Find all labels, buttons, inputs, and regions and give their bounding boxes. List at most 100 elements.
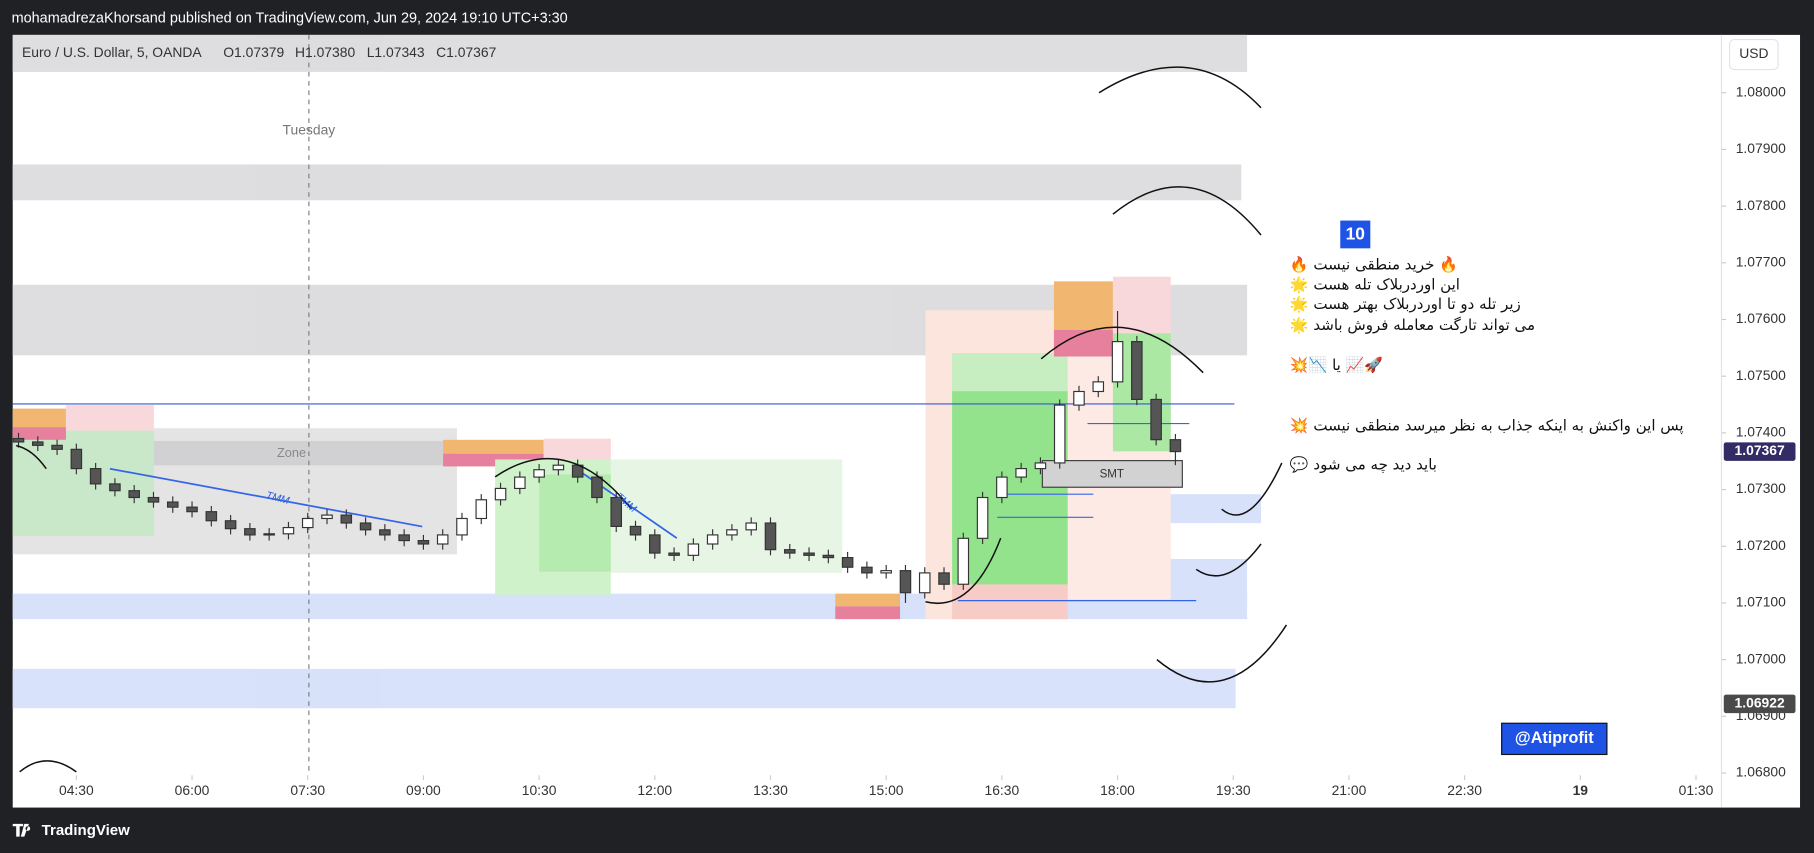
candle-body: [417, 540, 430, 545]
candle-body: [340, 514, 353, 524]
arrow: [1098, 66, 1262, 109]
publisher: mohamadrezaKhorsand published on Trading…: [12, 11, 568, 27]
candle-body: [822, 554, 835, 559]
brand-logo: [12, 823, 31, 837]
handle: @Atiprofit: [1515, 729, 1594, 747]
candle-body: [166, 501, 179, 508]
smt-box: [1041, 460, 1183, 488]
note: می تواند تارگت معامله فروش باشد 🌟: [1290, 316, 1535, 334]
candle-body: [89, 468, 102, 485]
x-tick-label: 09:00: [406, 782, 441, 798]
zone: [12, 668, 1236, 709]
candle-body: [51, 444, 63, 450]
candle-body: [1169, 439, 1182, 453]
candle-body: [12, 437, 25, 443]
candle-body: [205, 511, 218, 522]
candle-body: [301, 517, 314, 529]
footer: [0, 807, 1814, 853]
count-box: [1339, 219, 1372, 250]
handle-box: [1501, 722, 1608, 756]
frame-edge: [1800, 34, 1814, 808]
arrow: [1112, 186, 1262, 236]
x-tick-label: 21:00: [1332, 782, 1367, 798]
y-tick-label: 1.07700: [1736, 253, 1786, 269]
y-tick-label: 1.07300: [1736, 480, 1786, 496]
last-price-label: 1.07367: [1735, 442, 1785, 458]
candle-body: [649, 534, 661, 554]
candle-body: [1150, 398, 1162, 441]
candle-body: [957, 537, 970, 585]
y-tick-label: 1.08000: [1736, 83, 1786, 99]
candle-body: [109, 483, 121, 492]
note: زیر تله دو تا اوردربلاک بهتر هست 🌟: [1290, 295, 1521, 313]
y-tick-label: 1.07500: [1736, 367, 1786, 383]
y-tick-label: 1.07400: [1736, 424, 1786, 440]
zone: [12, 429, 154, 536]
candle-body: [398, 534, 410, 542]
smt-label: SMT: [1100, 469, 1124, 481]
candle-body: [32, 441, 44, 446]
zone: [835, 593, 901, 607]
symbols-note: 🚀📈 یا 📉💥: [1290, 356, 1383, 374]
candle-body: [379, 529, 391, 536]
zone: [12, 34, 1248, 72]
currency: USD: [1739, 45, 1768, 61]
candle-body: [783, 549, 796, 554]
candle-body: [147, 496, 160, 503]
candle-body: [128, 490, 140, 499]
question-note: پس این واکنش به اینکه جذاب به نظر میرسد …: [1290, 416, 1684, 435]
candle-body: [610, 496, 623, 527]
arrow: [494, 457, 633, 510]
candle-body: [186, 506, 198, 513]
marked-price-box: [1723, 694, 1796, 714]
arrow: [1156, 624, 1288, 683]
ohlc-low: L1.07343: [367, 44, 425, 60]
arrow: [1221, 462, 1283, 516]
x-tick-label: 01:30: [1679, 782, 1714, 798]
candle-body: [745, 522, 757, 531]
candle-body: [1111, 341, 1124, 383]
currency-button[interactable]: [1728, 38, 1779, 71]
candle-body: [1131, 341, 1143, 401]
zone-label: Zone: [277, 445, 306, 460]
zone: [835, 606, 901, 620]
candle-body: [456, 517, 468, 536]
candle-body: [803, 552, 815, 556]
candle-body: [938, 572, 950, 585]
brand: TradingView: [42, 822, 130, 839]
arrow: [19, 760, 77, 773]
x-tick-label: 15:00: [869, 782, 904, 798]
candle-body: [263, 533, 275, 536]
candle-body: [764, 522, 777, 551]
candle-body: [475, 499, 488, 520]
candle-body: [321, 514, 333, 520]
candle-body: [282, 526, 295, 535]
arrow: [16, 444, 47, 470]
zone: [952, 584, 1068, 620]
x-tick-label: 16:30: [984, 782, 1019, 798]
note: 🔥 خرید منطقی نیست 🔥: [1290, 256, 1458, 274]
level-line: [957, 423, 1197, 602]
candle-body: [1034, 462, 1047, 470]
candle-body: [996, 476, 1008, 499]
candle-body: [861, 566, 873, 574]
x-tick-label: 18:00: [1100, 782, 1135, 798]
candle-body: [918, 572, 931, 594]
y-tick-label: 1.07100: [1736, 594, 1786, 610]
candle-body: [629, 525, 642, 536]
candle-body: [1015, 468, 1027, 478]
candle-body: [70, 448, 83, 470]
candle-body: [552, 464, 565, 471]
x-tick-label: 07:30: [290, 782, 325, 798]
zone: [1112, 276, 1171, 334]
y-tick-label: 1.07900: [1736, 140, 1786, 156]
day-label: Tuesday: [283, 122, 336, 138]
candle-body: [1073, 390, 1085, 406]
symbol-title: Euro / U.S. Dollar, 5, OANDA: [22, 44, 202, 60]
x-tick-label: 04:30: [59, 782, 94, 798]
arrows: [16, 66, 1288, 773]
candle-body: [687, 543, 700, 556]
